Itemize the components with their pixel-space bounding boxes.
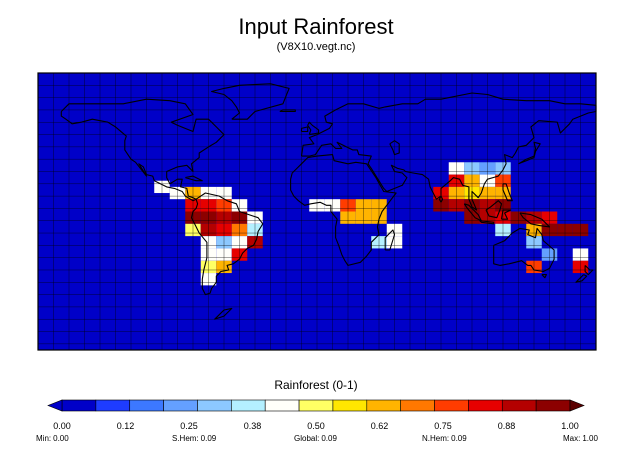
coastline xyxy=(500,209,512,220)
coastline xyxy=(493,227,555,273)
legend-tick-label: 0.25 xyxy=(180,421,198,431)
coastline xyxy=(479,220,495,225)
legend-tick-label: 1.00 xyxy=(561,421,579,431)
legend-swatch xyxy=(535,399,571,412)
coastline xyxy=(214,307,233,320)
coastline xyxy=(290,154,397,266)
legend-swatch xyxy=(468,399,503,412)
legend-swatch xyxy=(501,399,537,412)
legend-max-arrow xyxy=(569,399,585,412)
legend-swatch xyxy=(163,399,198,412)
legend-swatch xyxy=(61,399,97,412)
legend-tick-label: 0.00 xyxy=(53,421,71,431)
coastline xyxy=(185,175,203,182)
coastline xyxy=(300,126,309,133)
legend-swatch xyxy=(366,399,401,412)
stat-global: Global: 0.09 xyxy=(294,434,337,443)
coastline xyxy=(307,121,320,136)
coastline xyxy=(485,200,503,219)
legend-swatch xyxy=(231,399,266,412)
coastline xyxy=(584,265,594,276)
legend-tick-label: 0.75 xyxy=(434,421,452,431)
coastline-layer xyxy=(60,83,597,320)
coastline xyxy=(389,140,400,156)
legend-swatch xyxy=(129,399,164,412)
legend-tick-label: 0.88 xyxy=(497,421,516,431)
coastline xyxy=(541,274,547,279)
legend-tick-label: 0.38 xyxy=(243,421,262,431)
color-legend-bar xyxy=(47,399,585,412)
legend-swatch xyxy=(332,399,368,412)
stat-nhem: N.Hem: 0.09 xyxy=(422,434,467,443)
coastline xyxy=(518,141,541,165)
coastline xyxy=(519,212,551,228)
coastline xyxy=(575,274,588,283)
legend-title: Rainforest (0-1) xyxy=(274,378,358,392)
coastline xyxy=(438,195,444,203)
stat-max: Max: 1.00 xyxy=(563,434,598,443)
coastline xyxy=(60,98,225,202)
coastline xyxy=(502,183,513,202)
coastline xyxy=(190,192,264,296)
legend-min-arrow xyxy=(47,399,63,412)
legend-tick-label: 0.12 xyxy=(116,421,135,431)
coastline xyxy=(211,83,290,120)
legend-swatch xyxy=(298,399,334,412)
coastline xyxy=(300,92,597,211)
stat-min: Min: 0.00 xyxy=(36,434,69,443)
stat-shem: S.Hem: 0.09 xyxy=(172,434,217,443)
legend-swatch xyxy=(434,399,469,412)
coastline xyxy=(384,229,396,251)
map-subtitle: (V8X10.vegt.nc) xyxy=(276,41,356,53)
legend-swatch xyxy=(400,399,435,412)
legend-swatch xyxy=(264,399,300,412)
map-frame xyxy=(37,72,597,351)
coastline xyxy=(279,109,296,113)
map-title: Input Rainforest xyxy=(238,14,394,39)
legend-swatch xyxy=(95,399,131,412)
legend-tick-label: 0.50 xyxy=(307,421,325,431)
legend-tick-label: 0.62 xyxy=(370,421,389,431)
legend-swatch xyxy=(197,399,232,412)
